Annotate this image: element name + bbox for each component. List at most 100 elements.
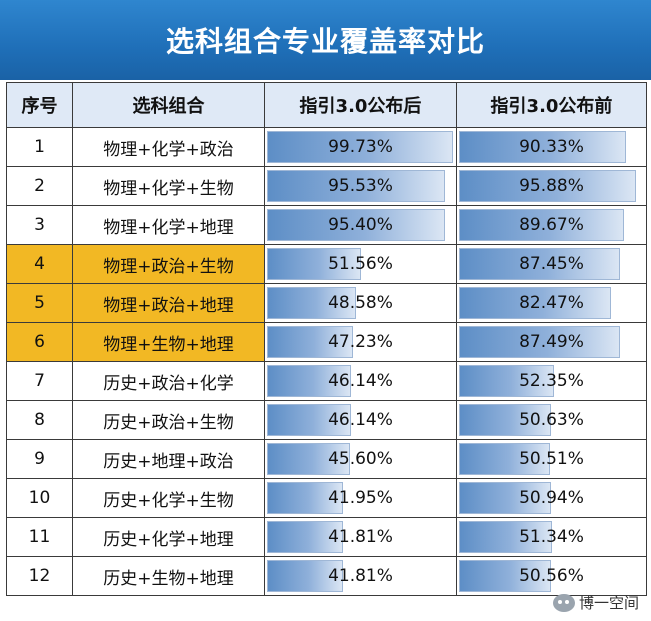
row-combo: 物理+化学+地理 xyxy=(72,205,265,245)
table-row: 6 物理+生物+地理 47.23% 87.49% xyxy=(6,322,647,362)
bar-before xyxy=(459,131,626,163)
value-after: 41.95% xyxy=(328,488,393,508)
cell-after: 41.81% xyxy=(264,517,457,557)
watermark: 博一空间 xyxy=(552,592,639,613)
row-combo: 历史+生物+地理 xyxy=(72,556,265,596)
value-before: 50.63% xyxy=(519,410,584,430)
table-row: 3 物理+化学+地理 95.40% 89.67% xyxy=(6,205,647,245)
row-index: 12 xyxy=(6,556,73,596)
value-after: 46.14% xyxy=(328,410,393,430)
header-row: 序号 选科组合 指引3.0公布后 指引3.0公布前 xyxy=(6,82,647,128)
value-before: 87.49% xyxy=(519,332,584,352)
value-after: 45.60% xyxy=(328,449,393,469)
cell-before: 90.33% xyxy=(456,127,647,167)
header-combo: 选科组合 xyxy=(72,82,265,128)
bar-after xyxy=(267,287,356,319)
bar-before xyxy=(459,521,553,553)
cell-before: 87.49% xyxy=(456,322,647,362)
row-index: 6 xyxy=(6,322,73,362)
row-index: 2 xyxy=(6,166,73,206)
cell-after: 95.40% xyxy=(264,205,457,245)
value-before: 51.34% xyxy=(519,527,584,547)
bar-before xyxy=(459,326,621,358)
bar-before xyxy=(459,248,621,280)
value-before: 82.47% xyxy=(519,293,584,313)
value-before: 50.94% xyxy=(519,488,584,508)
watermark-text: 博一空间 xyxy=(578,594,639,612)
bar-after xyxy=(267,404,352,436)
bar-after xyxy=(267,482,344,514)
table-row: 12 历史+生物+地理 41.81% 50.56% xyxy=(6,556,647,596)
cell-before: 50.63% xyxy=(456,400,647,440)
header-idx: 序号 xyxy=(6,82,73,128)
cell-after: 51.56% xyxy=(264,244,457,284)
cell-after: 47.23% xyxy=(264,322,457,362)
cell-after: 46.14% xyxy=(264,361,457,401)
value-after: 99.73% xyxy=(328,137,393,157)
value-after: 95.53% xyxy=(328,176,393,196)
value-before: 50.56% xyxy=(519,566,584,586)
bar-after xyxy=(267,170,446,202)
bar-after xyxy=(267,560,343,592)
bar-after xyxy=(267,209,446,241)
value-after: 47.23% xyxy=(328,332,393,352)
cell-after: 95.53% xyxy=(264,166,457,206)
bar-after xyxy=(267,131,454,163)
table-row: 9 历史+地理+政治 45.60% 50.51% xyxy=(6,439,647,479)
row-combo: 物理+政治+地理 xyxy=(72,283,265,323)
value-after: 48.58% xyxy=(328,293,393,313)
row-index: 10 xyxy=(6,478,73,518)
bar-before xyxy=(459,443,551,475)
cell-before: 50.56% xyxy=(456,556,647,596)
bar-after xyxy=(267,521,343,553)
row-combo: 物理+化学+政治 xyxy=(72,127,265,167)
table-row: 10 历史+化学+生物 41.95% 50.94% xyxy=(6,478,647,518)
bar-before xyxy=(459,209,625,241)
value-before: 87.45% xyxy=(519,254,584,274)
value-before: 89.67% xyxy=(519,215,584,235)
cell-after: 46.14% xyxy=(264,400,457,440)
table-row: 1 物理+化学+政治 99.73% 90.33% xyxy=(6,127,647,167)
cell-before: 95.88% xyxy=(456,166,647,206)
value-after: 51.56% xyxy=(328,254,393,274)
bar-after xyxy=(267,326,354,358)
table-row: 2 物理+化学+生物 95.53% 95.88% xyxy=(6,166,647,206)
value-before: 50.51% xyxy=(519,449,584,469)
cell-before: 89.67% xyxy=(456,205,647,245)
bar-after xyxy=(267,248,362,280)
header-after: 指引3.0公布后 xyxy=(264,82,457,128)
value-after: 46.14% xyxy=(328,371,393,391)
row-index: 8 xyxy=(6,400,73,440)
bar-before xyxy=(459,287,611,319)
bar-before xyxy=(459,170,637,202)
cell-after: 99.73% xyxy=(264,127,457,167)
table-row: 11 历史+化学+地理 41.81% 51.34% xyxy=(6,517,647,557)
row-combo: 历史+化学+生物 xyxy=(72,478,265,518)
coverage-table: 序号 选科组合 指引3.0公布后 指引3.0公布前 1 物理+化学+政治 99.73… xyxy=(6,82,647,596)
cell-after: 48.58% xyxy=(264,283,457,323)
wechat-icon xyxy=(552,593,575,612)
row-index: 7 xyxy=(6,361,73,401)
cell-after: 41.81% xyxy=(264,556,457,596)
table-row: 5 物理+政治+地理 48.58% 82.47% xyxy=(6,283,647,323)
row-combo: 历史+化学+地理 xyxy=(72,517,265,557)
cell-before: 52.35% xyxy=(456,361,647,401)
value-before: 90.33% xyxy=(519,137,584,157)
row-index: 1 xyxy=(6,127,73,167)
row-index: 5 xyxy=(6,283,73,323)
cell-before: 87.45% xyxy=(456,244,647,284)
bar-after xyxy=(267,365,352,397)
bar-before xyxy=(459,560,551,592)
row-combo: 历史+地理+政治 xyxy=(72,439,265,479)
row-combo: 物理+生物+地理 xyxy=(72,322,265,362)
value-before: 52.35% xyxy=(519,371,584,391)
header-before: 指引3.0公布前 xyxy=(456,82,647,128)
row-index: 3 xyxy=(6,205,73,245)
row-combo: 物理+化学+生物 xyxy=(72,166,265,206)
value-after: 95.40% xyxy=(328,215,393,235)
bar-before xyxy=(459,365,554,397)
row-combo: 历史+政治+化学 xyxy=(72,361,265,401)
row-combo: 历史+政治+生物 xyxy=(72,400,265,440)
value-after: 41.81% xyxy=(328,566,393,586)
page-title: 选科组合专业覆盖率对比 xyxy=(0,0,651,80)
